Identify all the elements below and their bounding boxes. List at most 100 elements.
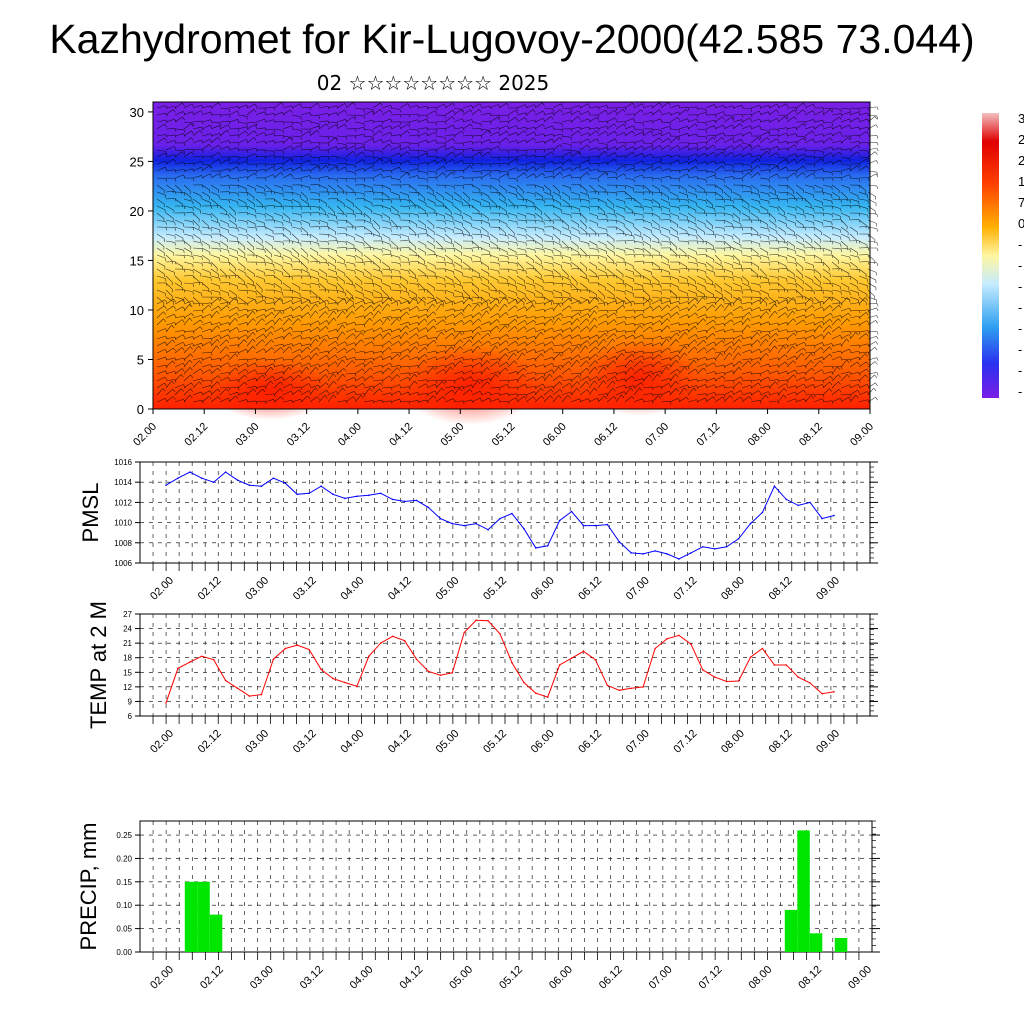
- wind-barb: [561, 167, 571, 172]
- wind-barb-flag: [525, 235, 527, 240]
- wind-barb: [426, 205, 436, 211]
- wind-barb: [534, 123, 543, 130]
- wind-barb: [336, 123, 345, 130]
- wind-barb-flag: [757, 165, 761, 169]
- wind-barb: [498, 212, 508, 216]
- wind-barb: [723, 212, 733, 216]
- wind-barb-flag: [399, 143, 402, 148]
- wind-barb-flag: [615, 226, 618, 231]
- wind-barb: [633, 145, 643, 151]
- wind-barb: [201, 173, 211, 179]
- wind-barb: [264, 212, 274, 218]
- wind-barb-flag: [228, 168, 231, 172]
- wind-barb-flag: [723, 207, 725, 211]
- heatmap-warm-area: [580, 340, 700, 416]
- wind-barb-flag: [453, 134, 456, 138]
- wind-barb: [318, 205, 326, 213]
- wind-barb-flag: [570, 149, 573, 154]
- wind-barb: [210, 159, 219, 165]
- wind-barb-flag: [246, 176, 249, 180]
- wind-barb: [453, 184, 463, 187]
- wind-barb: [156, 137, 165, 144]
- wind-barb: [795, 184, 804, 191]
- wind-barb: [777, 233, 785, 241]
- wind-barb: [372, 173, 382, 179]
- wind-barb: [561, 151, 570, 158]
- wind-barb: [786, 109, 795, 116]
- wind-barb-flag: [606, 104, 609, 109]
- wind-barb-flag: [172, 109, 176, 113]
- wind-barb-flag: [714, 172, 716, 176]
- wind-barb: [849, 111, 859, 116]
- wind-barb-flag: [228, 108, 231, 112]
- wind-barb: [156, 198, 165, 205]
- wind-barb-flag: [786, 158, 788, 162]
- wind-barb-flag: [632, 102, 635, 107]
- wind-barb-flag: [759, 235, 761, 239]
- wind-barb: [381, 205, 391, 210]
- wind-barb-flag: [714, 104, 717, 108]
- wind-barb: [759, 105, 769, 109]
- wind-barb-flag: [588, 200, 590, 204]
- wind-barb: [723, 225, 733, 228]
- wind-barb: [489, 116, 498, 123]
- wind-barb: [174, 198, 183, 205]
- wind-barb: [624, 219, 634, 225]
- wind-barb: [849, 205, 859, 207]
- wind-barb-flag: [642, 160, 645, 165]
- wind-barb: [444, 198, 454, 204]
- wind-barb-flag: [696, 133, 699, 138]
- wind-barb: [444, 191, 453, 197]
- wind-barb: [282, 167, 292, 172]
- wind-barb: [453, 198, 463, 203]
- wind-barb-flag: [318, 221, 320, 225]
- wind-barb-flag: [217, 137, 221, 141]
- wind-barb: [417, 205, 426, 212]
- wind-barb-flag: [543, 200, 545, 204]
- wind-barb-flag: [876, 315, 879, 319]
- wind-barb-flag: [336, 165, 338, 169]
- wind-barb: [588, 130, 597, 137]
- wind-barb: [480, 139, 490, 144]
- wind-barb-flag: [362, 159, 366, 163]
- wind-barb: [372, 226, 380, 234]
- wind-barb: [651, 212, 661, 218]
- wind-barb: [534, 165, 543, 172]
- wind-barb: [282, 137, 291, 144]
- wind-barb: [768, 219, 777, 226]
- wind-barb-flag: [227, 159, 231, 163]
- wind-barb: [561, 184, 571, 189]
- wind-barb-flag: [669, 162, 672, 166]
- wind-barb-flag: [578, 151, 581, 156]
- wind-barb-flag: [542, 118, 546, 122]
- wind-barb: [669, 128, 679, 130]
- wind-barb-flag: [543, 133, 546, 137]
- wind-barb-flag: [345, 163, 348, 167]
- wind-barb: [795, 165, 804, 172]
- wind-barb: [174, 149, 184, 152]
- wind-barb-flag: [417, 156, 420, 161]
- wind-barb-flag: [650, 145, 654, 149]
- wind-barb-flag: [219, 133, 222, 137]
- wind-barb: [453, 226, 463, 231]
- wind-barb: [507, 125, 517, 130]
- wind-barb-flag: [732, 116, 734, 120]
- wind-barb: [381, 143, 390, 151]
- wind-barb-flag: [379, 109, 383, 113]
- wind-barb-flag: [768, 201, 770, 205]
- wind-barb-flag: [435, 139, 438, 144]
- wind-barb-flag: [820, 158, 824, 162]
- wind-barb: [273, 134, 283, 137]
- wind-barb-flag: [614, 123, 617, 127]
- wind-barb: [363, 149, 373, 152]
- wind-barb: [867, 205, 876, 212]
- wind-barb: [210, 184, 219, 191]
- wind-barb-flag: [714, 175, 717, 179]
- wind-barb-flag: [408, 220, 411, 224]
- wind-barb: [723, 145, 732, 151]
- wind-barb: [741, 198, 750, 205]
- wind-barb-flag: [821, 124, 824, 128]
- wind-barb: [750, 184, 759, 191]
- wind-barb: [444, 151, 453, 158]
- wind-barb-flag: [559, 172, 563, 176]
